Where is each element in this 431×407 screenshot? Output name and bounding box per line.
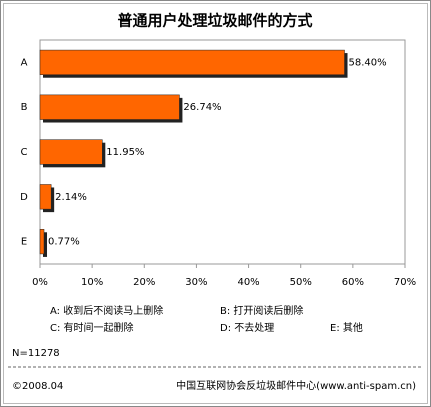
sample-size: N=11278 (12, 348, 60, 359)
legend-note: E: 其他 (330, 321, 363, 334)
legend-note: D: 不去处理 (220, 322, 274, 334)
inner-frame (3, 3, 428, 404)
x-tick-label: 60% (342, 277, 364, 288)
y-tick-label: C (21, 147, 28, 158)
y-tick-label: B (21, 102, 28, 113)
x-tick-label: 30% (185, 277, 207, 288)
bar (39, 139, 103, 165)
x-tick-label: 70% (394, 277, 416, 288)
x-tick-label: 50% (290, 277, 312, 288)
bar (39, 49, 345, 75)
value-label: 11.95% (106, 147, 144, 158)
legend-note: B: 打开阅读后删除 (220, 304, 303, 317)
bar (39, 184, 52, 210)
bar-shadow (43, 232, 48, 257)
legend-note: C: 有时间一起删除 (50, 321, 134, 334)
value-label: 0.77% (48, 237, 80, 248)
bar (39, 229, 45, 255)
value-label: 2.14% (55, 192, 87, 203)
value-label: 58.40% (349, 57, 387, 68)
legend-note: A: 收到后不阅读马上删除 (50, 304, 163, 317)
x-tick-label: 10% (81, 277, 103, 288)
y-tick-label: A (21, 57, 28, 68)
chart-title: 普通用户处理垃圾邮件的方式 (117, 12, 312, 30)
source: 中国互联网协会反垃圾邮件中心(www.anti-spam.cn) (176, 379, 416, 392)
bar (39, 94, 180, 120)
x-tick-label: 0% (32, 277, 48, 288)
value-label: 26.74% (183, 102, 221, 113)
y-tick-label: D (20, 192, 28, 203)
x-tick-label: 20% (133, 277, 155, 288)
y-tick-label: E (21, 237, 27, 248)
date: ©2008.04 (12, 381, 63, 392)
x-tick-label: 40% (237, 277, 259, 288)
